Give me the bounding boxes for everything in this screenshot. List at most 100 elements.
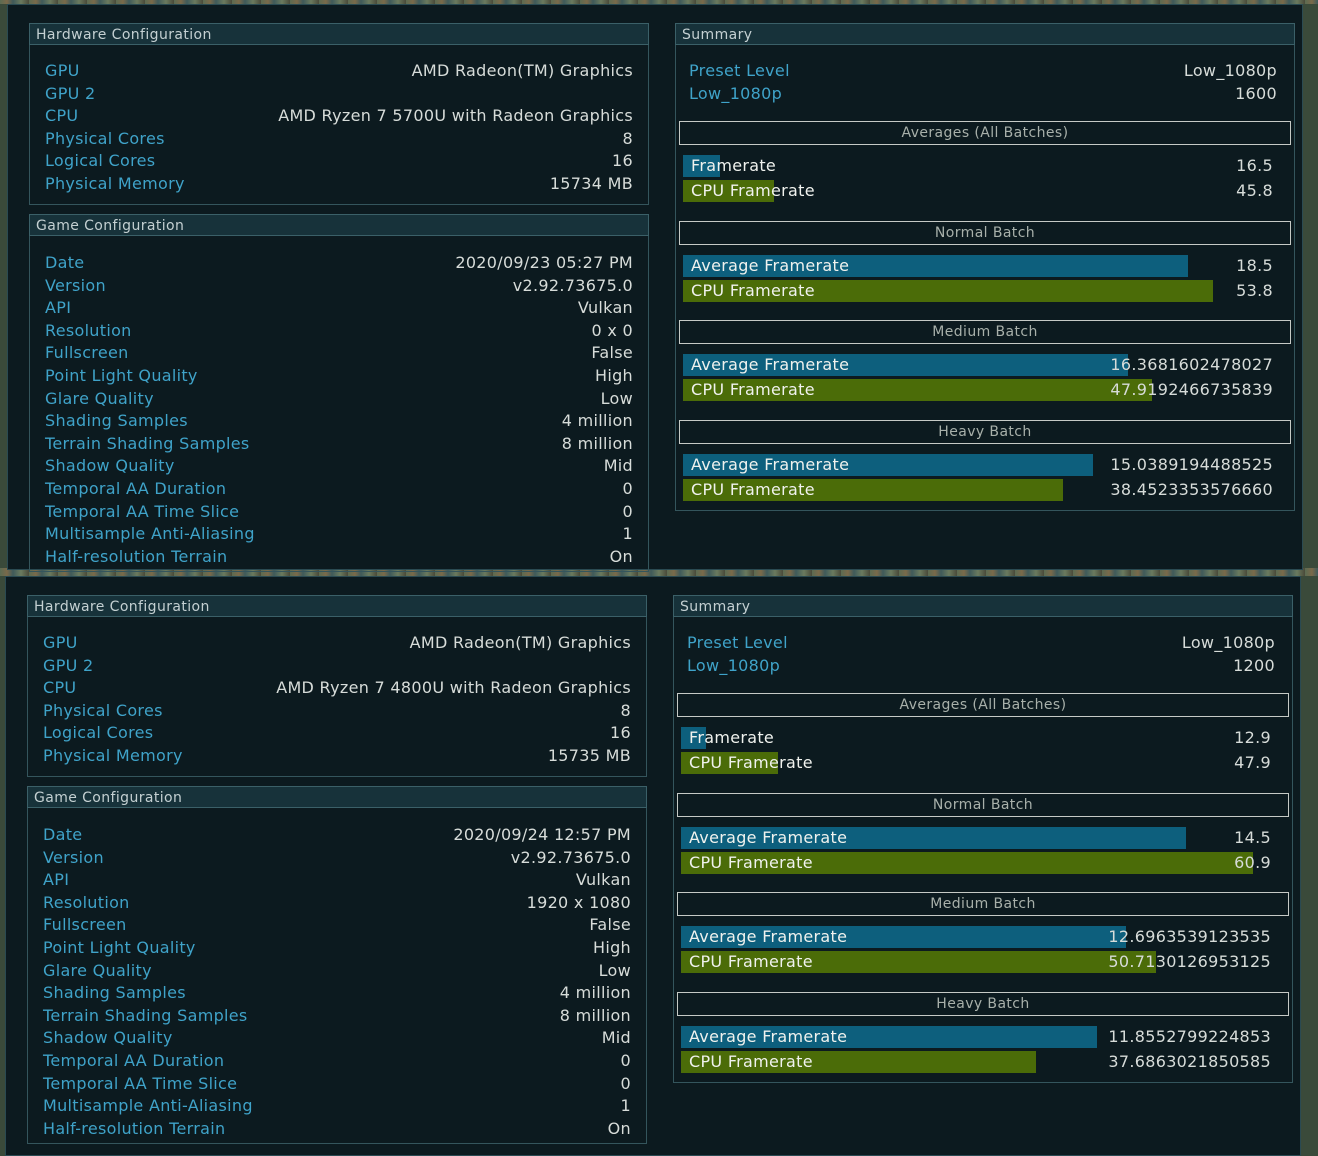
hardware-row: GPU AMD Radeon(TM) Graphics [43,632,631,654]
framerate-bar-value: 47.9 [1234,753,1271,772]
game-config-row: Resolution 0 x 0 [45,320,633,342]
game-config-row-label: Glare Quality [43,961,152,980]
summary-row-label: Preset Level [689,61,790,80]
game-config-row: Glare Quality Low [43,960,631,982]
framerate-bar [681,827,1186,849]
batch-title: Medium Batch [677,892,1289,916]
framerate-bar [681,951,1156,973]
framerate-bar-value: 12.6963539123535 [1108,927,1271,946]
batch-title: Medium Batch [679,320,1291,344]
framerate-bar-label: Average Framerate [689,828,848,847]
summary-row-label: Low_1080p [689,84,783,103]
hardware-row-label: GPU 2 [45,84,96,103]
hardware-row-value: 15735 MB [547,746,631,765]
summary-row: Low_1080p 1600 [689,83,1277,105]
hardware-row: Physical Cores 8 [43,700,631,722]
framerate-bar-row: CPU Framerate 45.8 [683,180,1283,202]
game-config-row-value: 1 [620,1096,631,1115]
game-config-row-label: API [43,870,70,889]
game-config-row-value: Mid [603,456,633,475]
framerate-bar-value: 16.3681602478027 [1110,355,1273,374]
hardware-row-label: Physical Cores [45,129,165,148]
hardware-row-label: Physical Cores [43,701,163,720]
hardware-row-value: 8 [620,701,631,720]
framerate-bar-label: Average Framerate [689,927,848,946]
framerate-bar-label: CPU Framerate [691,380,815,399]
game-config-row-value: On [607,1119,631,1138]
framerate-bar-value: 11.8552799224853 [1108,1027,1271,1046]
game-config-row-value: 2020/09/24 12:57 PM [453,825,631,844]
game-config-row-label: Shading Samples [45,411,188,430]
framerate-bar [681,1051,1036,1073]
framerate-bar-row: CPU Framerate 60.9 [681,852,1281,874]
game-config-row: Half-resolution Terrain On [43,1118,631,1140]
game-config-row-value: 4 million [561,411,633,430]
hardware-row: Physical Cores 8 [45,128,633,150]
framerate-bar-value: 14.5 [1234,828,1271,847]
benchmark-results-window-2: Hardware Configuration GPU AMD Radeon(TM) … [5,576,1301,1156]
framerate-bar-value: 12.9 [1234,728,1271,747]
framerate-bar-label: CPU Framerate [691,181,815,200]
summary-header: Summary [675,23,1295,45]
game-config-row: Terrain Shading Samples 8 million [43,1005,631,1027]
game-config-row: Half-resolution Terrain On [45,546,633,568]
framerate-bar [683,479,1063,501]
game-config-row-value: 0 [622,502,633,521]
game-config-row: API Vulkan [43,869,631,891]
framerate-bar [683,454,1093,476]
summary-panel [675,45,1295,511]
hardware-row: Physical Memory 15735 MB [43,745,631,767]
hardware-row-value: AMD Radeon(TM) Graphics [409,633,631,652]
game-config-row-label: Half-resolution Terrain [43,1119,226,1138]
game-config-row-label: Temporal AA Duration [43,1051,225,1070]
framerate-bar-row: CPU Framerate 47.9 [681,752,1281,774]
summary-row: Preset Level Low_1080p [689,60,1277,82]
game-config-row-label: Version [45,276,106,295]
game-config-row-value: 0 x 0 [591,321,633,340]
hardware-row-label: Physical Memory [43,746,183,765]
hardware-row-value: AMD Ryzen 7 5700U with Radeon Graphics [278,106,633,125]
desktop-background-top [0,0,1318,4]
game-config-row: Shadow Quality Mid [45,455,633,477]
hardware-row-value: 16 [610,723,631,742]
framerate-bar-label: Average Framerate [691,455,850,474]
game-config-row-label: Shading Samples [43,983,186,1002]
game-config-row-value: 4 million [559,983,631,1002]
batch-title: Heavy Batch [677,992,1289,1016]
framerate-bar-row: CPU Framerate 50.7130126953125 [681,951,1281,973]
game-config-row-value: 0 [620,1074,631,1093]
framerate-bar-row: CPU Framerate 38.4523353576660 [683,479,1283,501]
game-config-row-label: Shadow Quality [45,456,175,475]
hardware-row: Logical Cores 16 [45,150,633,172]
game-config-row: Temporal AA Time Slice 0 [45,501,633,523]
game-config-row-label: Glare Quality [45,389,154,408]
game-config-row-label: Shadow Quality [43,1028,173,1047]
batch-title: Averages (All Batches) [679,121,1291,145]
game-config-row-label: Version [43,848,104,867]
summary-row-label: Preset Level [687,633,788,652]
game-config-row: Date 2020/09/24 12:57 PM [43,824,631,846]
game-config-row-label: Date [45,253,85,272]
framerate-bar-value: 37.6863021850585 [1108,1052,1271,1071]
game-config-row-label: Fullscreen [43,915,127,934]
framerate-bar-label: Average Framerate [691,256,850,275]
game-config-row-value: False [591,343,633,362]
framerate-bar [681,752,778,774]
game-config-row-label: Terrain Shading Samples [45,434,250,453]
game-config-row-value: 0 [622,479,633,498]
game-config-row: Shading Samples 4 million [45,410,633,432]
summary-row-value: Low_1080p [1181,633,1275,652]
game-config-row: Temporal AA Time Slice 0 [43,1073,631,1095]
game-config-row-label: Date [43,825,83,844]
game-config-row: Version v2.92.73675.0 [43,847,631,869]
framerate-bar-row: Average Framerate 12.6963539123535 [681,926,1281,948]
framerate-bar-label: CPU Framerate [689,853,813,872]
game-config-row-value: 1920 x 1080 [526,893,631,912]
framerate-bar [683,354,1128,376]
game-config-row-value: 8 million [561,434,633,453]
game-config-row-value: 1 [622,524,633,543]
game-config-row-label: Resolution [43,893,130,912]
batch-title: Normal Batch [679,221,1291,245]
game-config-row-value: 8 million [559,1006,631,1025]
batch-title: Normal Batch [677,793,1289,817]
